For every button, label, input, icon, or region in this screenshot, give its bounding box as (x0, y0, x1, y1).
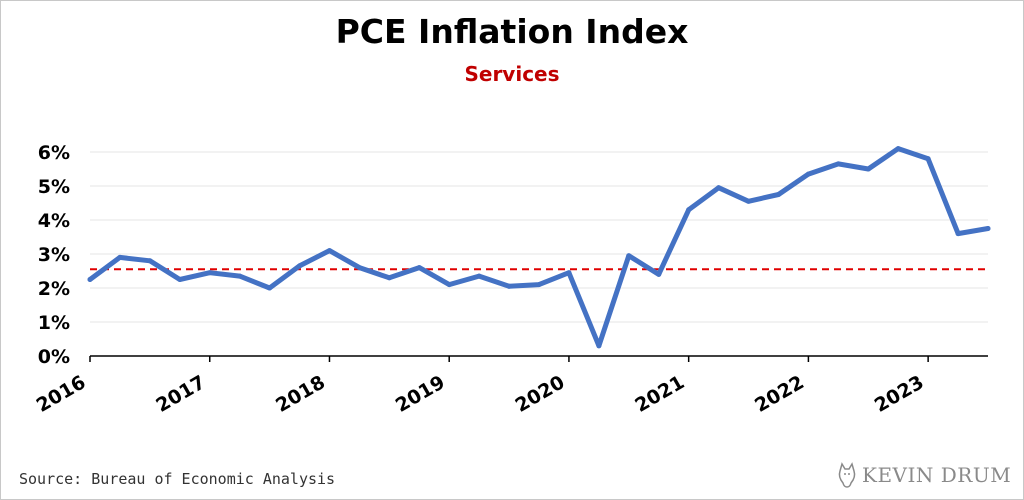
data-point (716, 185, 722, 191)
cat-icon (838, 462, 856, 488)
chart-subtitle: Services (464, 62, 560, 86)
data-point (955, 231, 961, 237)
y-tick-label: 2% (38, 278, 70, 300)
y-tick-label: 6% (38, 142, 70, 164)
data-point (416, 265, 422, 271)
data-point (506, 283, 512, 289)
data-point (356, 265, 362, 271)
data-point (835, 161, 841, 167)
y-tick-label: 1% (38, 312, 70, 334)
data-point (237, 273, 243, 279)
series-group (87, 146, 991, 349)
data-point (925, 156, 931, 162)
data-point (865, 166, 871, 172)
x-tick-label: 2020 (512, 371, 569, 416)
data-point (147, 258, 153, 264)
x-tick-label: 2016 (33, 371, 90, 416)
data-point (177, 277, 183, 282)
y-tick-label: 3% (38, 244, 70, 266)
data-point (87, 277, 93, 282)
x-tick-label: 2023 (871, 371, 928, 416)
data-point (476, 273, 482, 279)
data-point (117, 254, 123, 260)
data-point (626, 253, 632, 259)
data-point (446, 282, 452, 288)
x-tick-label: 2022 (751, 371, 808, 416)
data-point (895, 146, 901, 152)
logo-text: KEVIN DRUM (862, 463, 1012, 487)
data-point (386, 275, 392, 281)
y-tick-label: 4% (38, 210, 70, 232)
data-point (207, 270, 213, 276)
x-tick-label: 2021 (631, 371, 688, 416)
x-tick-label: 2019 (392, 371, 449, 416)
data-point (267, 285, 273, 291)
data-point (805, 171, 811, 177)
data-point (686, 207, 692, 213)
source-note: Source: Bureau of Economic Analysis (19, 470, 336, 488)
kevin-drum-logo: KEVIN DRUM (836, 458, 1011, 492)
x-tick-label: 2017 (152, 371, 209, 416)
data-point (985, 226, 991, 231)
y-axis-ticks: 0% 1% 2% 3% 4% 5% 6% (38, 142, 70, 368)
gridlines (90, 151, 988, 323)
data-point (297, 263, 303, 269)
data-point (566, 270, 572, 276)
data-point (775, 192, 781, 197)
x-axis: 2016 2017 2018 2019 2020 2021 2022 2023 (33, 355, 988, 417)
series-line (87, 146, 991, 349)
x-tick-label: 2018 (272, 371, 329, 416)
data-point (536, 282, 542, 288)
y-tick-label: 0% (38, 346, 70, 368)
data-point (326, 248, 332, 254)
data-point (596, 343, 602, 349)
chart-title: PCE Inflation Index (335, 12, 689, 51)
data-point (746, 198, 752, 204)
y-tick-label: 5% (38, 176, 70, 198)
data-point (656, 271, 662, 277)
